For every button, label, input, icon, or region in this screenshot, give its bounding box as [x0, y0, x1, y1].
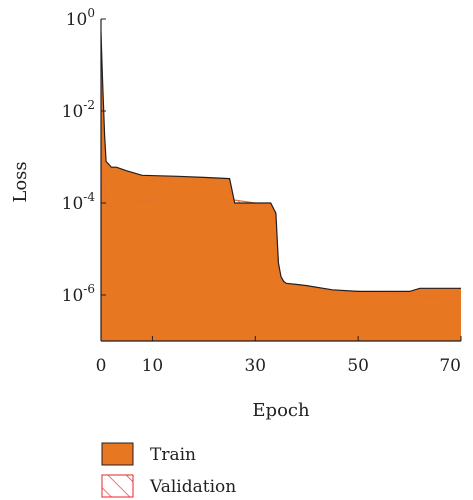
- axes: [100, 19, 461, 342]
- x-tick-label: 30: [244, 356, 266, 376]
- x-tick-label: 50: [347, 356, 369, 376]
- y-ticks: 100 10-2 10-4 10-6: [62, 6, 106, 306]
- x-tick-label: 10: [142, 356, 164, 376]
- x-tick-label: 70: [439, 356, 461, 376]
- y-tick-label: 10-2: [62, 98, 95, 122]
- y-tick-label: 10-6: [62, 282, 95, 306]
- x-ticks: 0 10 30 50 70: [96, 336, 462, 376]
- x-tick-label: 0: [96, 356, 107, 376]
- train-line: [101, 32, 461, 292]
- legend-swatch-train: [101, 442, 134, 466]
- plot-area: [101, 32, 461, 341]
- legend: Train Validation: [101, 442, 236, 498]
- legend-swatch-validation: [101, 474, 134, 498]
- legend-label-train: Train: [150, 445, 196, 465]
- y-tick-label: 100: [66, 6, 95, 30]
- y-axis-label: Loss: [10, 161, 31, 202]
- train-area: [101, 32, 461, 341]
- legend-label-validation: Validation: [149, 477, 236, 497]
- y-tick-label: 10-4: [62, 190, 96, 214]
- x-axis-label: Epoch: [252, 400, 310, 421]
